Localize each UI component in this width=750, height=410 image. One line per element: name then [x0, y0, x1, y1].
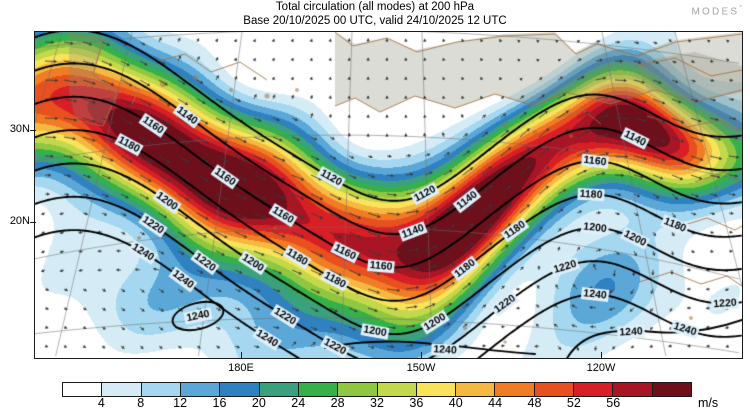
brand-mark: °: [739, 5, 742, 12]
lon-label-150w: 150W: [406, 362, 436, 374]
lat-tick: [30, 130, 36, 131]
chart-title-block: Total circulation (all modes) at 200 hPa…: [0, 1, 750, 28]
lat-label-30n: 30N: [9, 123, 30, 135]
colorbar-tick-24: 24: [291, 396, 306, 410]
colorbar-tick-16: 16: [212, 396, 227, 410]
colorbar-swatch: [534, 383, 575, 396]
colorbar-tick-28: 28: [330, 396, 345, 410]
colorbar-swatch: [259, 383, 299, 396]
lon-tick: [421, 352, 422, 358]
colorbar-tick-40: 40: [448, 396, 463, 410]
colorbar-swatch: [495, 383, 535, 396]
colorbar-swatch: [63, 383, 103, 396]
colorbar-tick-32: 32: [370, 396, 384, 410]
colorbar-swatch: [377, 383, 417, 396]
colorbar-unit-label: m/s: [698, 396, 719, 410]
colorbar-swatch: [456, 383, 496, 396]
colorbar-tick-4: 4: [97, 396, 105, 410]
lat-tick: [30, 222, 36, 223]
colorbar-tick-44: 44: [488, 396, 503, 410]
colorbar-swatch: [574, 383, 614, 396]
colorbar-tick-12: 12: [173, 396, 188, 410]
brand-text: MODES: [691, 6, 740, 18]
colorbar: [62, 382, 692, 397]
map-plot-area: [34, 31, 743, 359]
lat-label-20n: 20N: [9, 215, 30, 227]
colorbar-swatch: [416, 383, 457, 396]
lon-label-180e: 180E: [228, 362, 254, 374]
colorbar-swatch: [180, 383, 221, 396]
lon-tick: [241, 352, 242, 358]
colorbar-swatch: [298, 383, 339, 396]
colorbar-tick-48: 48: [527, 396, 542, 410]
colorbar-tick-36: 36: [409, 396, 424, 410]
colorbar-swatch: [613, 383, 653, 396]
colorbar-swatch: [102, 383, 142, 396]
modes-logo: MODES°: [692, 5, 742, 17]
lon-label-120w: 120W: [586, 362, 616, 374]
colorbar-swatch: [338, 383, 378, 396]
colorbar-tick-20: 20: [251, 396, 266, 410]
colorbar-swatch: [220, 383, 260, 396]
chart-title: Total circulation (all modes) at 200 hPa: [275, 1, 475, 13]
wind-speed-map: [35, 32, 742, 358]
colorbar-tick-56: 56: [606, 396, 621, 410]
colorbar-tick-52: 52: [566, 396, 581, 410]
lon-tick: [601, 352, 602, 358]
colorbar-swatch: [141, 383, 181, 396]
colorbar-swatch: [652, 383, 691, 396]
colorbar-tick-8: 8: [137, 396, 145, 410]
chart-subtitle: Base 20/10/2025 00 UTC, valid 24/10/2025…: [243, 14, 507, 27]
